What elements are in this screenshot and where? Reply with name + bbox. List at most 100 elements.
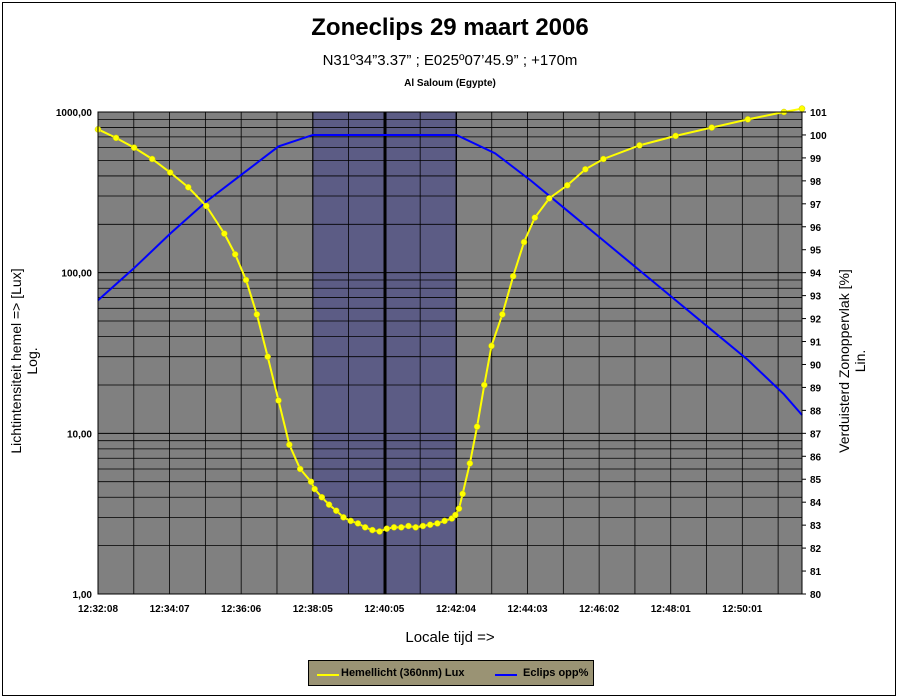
series-light-point <box>499 311 506 318</box>
y-right-tick-label: 85 <box>810 475 822 486</box>
x-tick-label: 12:34:07 <box>150 604 190 615</box>
series-light-point <box>412 524 419 531</box>
series-light-point <box>376 528 383 535</box>
series-light-point <box>426 521 434 528</box>
series-light-point <box>369 526 376 534</box>
series-light-point <box>347 517 354 525</box>
series-light-point <box>398 524 405 531</box>
series-light-point <box>148 155 156 163</box>
series-light-point <box>582 166 589 173</box>
series-light-point <box>520 238 528 246</box>
series-light-point <box>130 144 138 151</box>
series-light-point <box>405 522 412 530</box>
series-light-point <box>466 460 474 467</box>
y-right-tick-label: 86 <box>810 452 822 463</box>
chart-legend: Hemellicht (360nm) Lux Eclips opp% <box>308 660 594 686</box>
y-left-tick-label: 1000,00 <box>56 108 93 119</box>
x-tick-label: 12:46:02 <box>579 604 619 615</box>
series-light-point <box>509 272 517 280</box>
x-tick-label: 12:44:03 <box>508 604 548 615</box>
series-light-point <box>459 490 466 498</box>
series-light-point <box>636 142 643 149</box>
y-left-tick-label: 100,00 <box>61 269 92 280</box>
y-right-tick-label: 83 <box>810 521 822 532</box>
plot-border <box>97 111 803 595</box>
series-light-point <box>441 517 448 525</box>
series-light-point <box>434 520 441 527</box>
series-light-point <box>185 184 192 191</box>
x-axis-label: Locale tijd => <box>405 629 495 646</box>
y-right-tick-label: 98 <box>810 177 822 188</box>
chart-title: Zoneclips 29 maart 2006 <box>311 14 589 41</box>
y-right-tick-label: 100 <box>810 131 827 142</box>
y-right-tick-label: 93 <box>810 292 822 303</box>
series-light-point <box>383 525 391 532</box>
series-light-point <box>340 514 347 521</box>
y-axis-left-label-line2: Log. <box>24 347 40 375</box>
x-tick-label: 12:50:01 <box>722 604 762 615</box>
y-axis-right-label-line2: Lin. <box>852 349 868 373</box>
series-light-point <box>546 195 553 202</box>
x-tick-label: 12:40:05 <box>364 604 404 615</box>
y-right-tick-label: 90 <box>810 360 822 371</box>
series-light-point <box>203 202 210 210</box>
series-light-point <box>318 494 326 501</box>
series-light-point <box>798 105 806 112</box>
series-light-point <box>231 251 239 258</box>
series-light-point <box>390 524 398 531</box>
y-right-tick-label: 95 <box>810 246 822 257</box>
series-light-point <box>307 478 315 485</box>
y-right-tick-label: 99 <box>810 154 822 165</box>
y-right-tick-label: 101 <box>810 108 827 119</box>
series-light-point <box>221 230 228 237</box>
series-light-point <box>488 342 495 350</box>
y-right-tick-label: 82 <box>810 544 822 555</box>
x-tick-label: 12:36:06 <box>221 604 261 615</box>
x-tick-label: 12:48:01 <box>651 604 691 615</box>
series-light-point <box>286 441 293 448</box>
series-light-point <box>264 353 271 360</box>
x-tick-label: 12:38:05 <box>293 604 333 615</box>
y-right-tick-label: 88 <box>810 406 822 417</box>
series-light-point <box>253 311 261 318</box>
y-right-tick-label: 96 <box>810 223 822 234</box>
x-tick-label: 12:32:08 <box>78 604 118 615</box>
series-light-point <box>708 124 715 131</box>
series-light-point <box>296 465 304 473</box>
series-light-point <box>311 485 318 493</box>
y-right-tick-label: 84 <box>810 498 822 509</box>
legend-label-eclipse: Eclips opp% <box>523 667 589 679</box>
legend-swatch-light <box>317 674 339 676</box>
series-light-point <box>354 520 362 527</box>
series-light-point <box>531 214 539 221</box>
series-light-point <box>744 116 752 123</box>
y-right-tick-label: 89 <box>810 383 822 394</box>
y-right-tick-label: 94 <box>810 269 822 280</box>
series-light-point <box>275 397 282 404</box>
series-light-point <box>361 524 369 531</box>
y-right-tick-label: 87 <box>810 429 822 440</box>
series-light-point <box>455 505 463 512</box>
y-axis-left-label-line1: Lichtintensiteit hemel => [Lux] <box>8 268 24 454</box>
series-light-point <box>166 169 174 176</box>
series-light-point <box>112 134 120 142</box>
y-right-tick-label: 91 <box>810 338 822 349</box>
legend-label-light: Hemellicht (360nm) Lux <box>341 667 465 679</box>
series-light-point <box>452 511 459 519</box>
series-light-point <box>325 501 333 508</box>
chart-subtitle: N31º34”3.37” ; E025º07’45.9” ; +170m <box>322 52 578 69</box>
y-right-tick-label: 81 <box>810 567 822 578</box>
y-right-tick-label: 80 <box>810 590 822 601</box>
series-light-point <box>473 423 481 430</box>
y-left-tick-label: 1,00 <box>73 590 93 601</box>
y-right-tick-label: 92 <box>810 315 822 326</box>
y-axis-right-label: Verduisterd Zonoppervlak [%] Lin. <box>836 181 868 541</box>
y-left-tick-label: 10,00 <box>67 429 92 440</box>
chart-location: Al Saloum (Egypte) <box>404 78 496 89</box>
y-axis-left-label: Lichtintensiteit hemel => [Lux] Log. <box>8 181 40 541</box>
series-light-point <box>481 381 488 389</box>
series-eclipse-line <box>97 133 803 416</box>
y-axis-right-label-line1: Verduisterd Zonoppervlak [%] <box>836 269 852 453</box>
series-light-point <box>672 132 679 140</box>
